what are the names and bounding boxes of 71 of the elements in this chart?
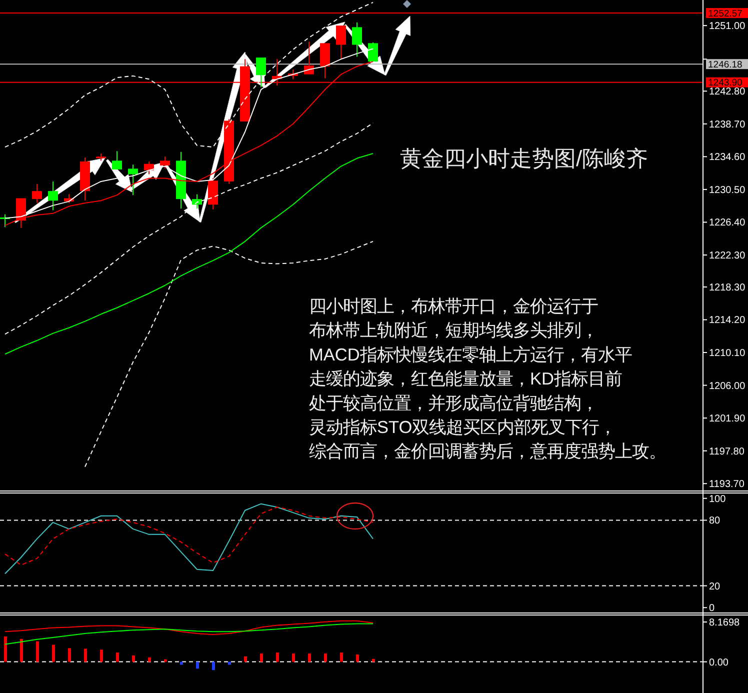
y-tick-label: 8.1698	[709, 617, 740, 628]
y-tick-label: 1218.30	[709, 282, 746, 294]
annotation: 走缓的迹象，红色能量放量，KD指标目前	[309, 368, 622, 389]
candlestick	[368, 42, 378, 62]
y-tick-label: 0	[709, 603, 715, 614]
annotation: 灵动指标STO双线超买区内部死叉下行，	[309, 417, 616, 437]
bar	[52, 644, 55, 662]
bar	[356, 654, 359, 662]
candlestick	[336, 25, 346, 60]
bar	[308, 654, 311, 662]
candlestick	[112, 150, 122, 170]
bar	[260, 654, 263, 662]
annotation: 布林带上轨附近，短期均线多头排列，	[309, 320, 598, 340]
y-tick-label: 1226.40	[709, 218, 746, 229]
bar	[372, 658, 375, 662]
y-tick-label: 1210.10	[709, 348, 746, 360]
candlestick	[256, 57, 266, 88]
bar	[148, 657, 151, 662]
annotation: 处于较高位置，并形成高位背驰结构，	[309, 392, 598, 413]
candlestick	[160, 156, 170, 170]
bar	[340, 652, 343, 662]
y-tick-label: 1238.70	[709, 119, 746, 130]
y-tick-label: 1251.00	[709, 21, 746, 32]
line-series	[4, 620, 374, 636]
ref-line-label: 1246.18	[708, 59, 742, 70]
candlestick	[144, 160, 154, 175]
bar	[212, 662, 215, 670]
candlestick	[128, 164, 138, 196]
candlestick	[208, 178, 218, 210]
bar	[36, 641, 39, 662]
bar	[196, 662, 199, 669]
y-tick-label: 80	[709, 516, 721, 527]
bar	[244, 656, 247, 662]
bar	[4, 636, 7, 662]
annotation: 四小时图上，布林带开口，金价运行于	[309, 296, 598, 316]
candlestick	[320, 42, 330, 79]
y-tick-label: 1230.50	[709, 184, 746, 196]
y-tick-label: 1222.30	[709, 250, 746, 262]
candlestick	[192, 194, 202, 210]
ref-line-label: 1252.57	[708, 8, 742, 20]
bar	[68, 648, 71, 662]
y-tick-label: 1201.90	[709, 414, 746, 425]
y-tick-label: 1206.00	[709, 380, 746, 392]
y-tick-label: 1193.70	[709, 479, 745, 490]
y-tick-label: 1242.80	[709, 86, 746, 98]
ref-line-label: 1243.90	[708, 78, 742, 89]
bar	[84, 648, 87, 662]
bar	[276, 652, 279, 662]
y-tick-label: 20	[709, 581, 721, 592]
annotation: 综合而言，金价回调蓄势后，意再度强势上攻。	[309, 441, 666, 462]
line-series	[4, 2, 374, 148]
bar	[100, 650, 103, 662]
bar	[324, 654, 327, 662]
candlestick	[32, 183, 42, 204]
text: 黄金四小时走势图/陈峻齐	[400, 146, 648, 171]
y-tick-label: 100	[709, 494, 726, 505]
line-series	[4, 623, 374, 645]
candlestick	[352, 22, 362, 58]
bar	[132, 655, 135, 662]
y-tick-label: 0.00	[709, 657, 729, 668]
line-series	[4, 502, 374, 574]
bar	[292, 654, 295, 662]
candlestick	[48, 180, 58, 211]
annotation: MACD指标快慢线在零轴上方运行，有水平	[309, 344, 632, 364]
y-tick-label: 1197.80	[709, 446, 745, 458]
bar	[20, 638, 23, 662]
bar	[116, 652, 119, 662]
y-tick-label: 1214.20	[709, 315, 746, 326]
candlestick	[304, 41, 314, 75]
bar	[164, 659, 167, 662]
y-tick-label: 1234.60	[709, 152, 746, 164]
